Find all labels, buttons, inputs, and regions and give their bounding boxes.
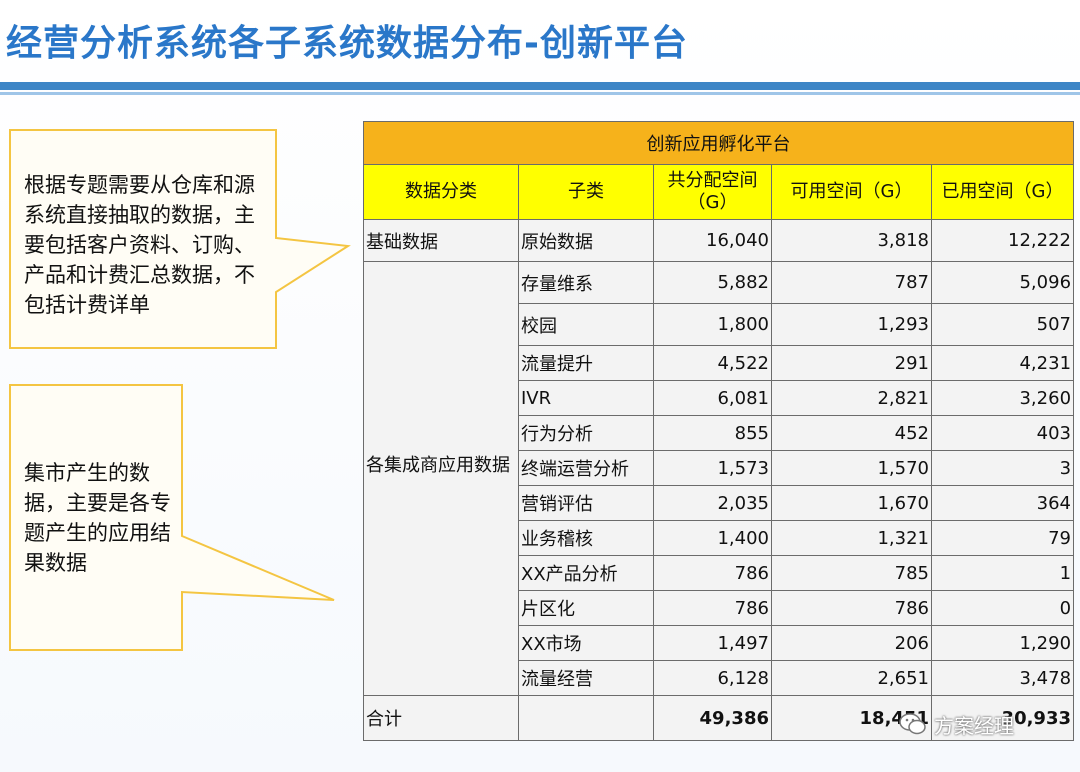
- total-cell: 5,882: [653, 261, 772, 304]
- table-row: 营销评估 2,035 1,670 364: [364, 485, 1075, 521]
- page-title: 经营分析系统各子系统数据分布-创新平台: [6, 23, 688, 64]
- col-header-category: 数据分类: [363, 164, 519, 220]
- callout-top-text: 根据专题需要从仓库和源系统直接抽取的数据，主要包括客户资料、订购、产品和计费汇总…: [24, 173, 255, 317]
- table-row: XX市场 1,497 206 1,290: [364, 625, 1075, 661]
- total-cell: 786: [653, 555, 772, 591]
- table-row: 行为分析 855 452 403: [364, 415, 1075, 451]
- table-row: 流量提升 4,522 291 4,231: [364, 345, 1075, 381]
- col-header-sub: 子类: [518, 164, 654, 220]
- sub-cell: 营销评估: [518, 485, 654, 521]
- table-row: 终端运营分析 1,573 1,570 3: [364, 450, 1075, 486]
- total-cell: 1,400: [653, 520, 772, 556]
- sub-cell: 原始数据: [518, 219, 654, 262]
- used-cell: 1,290: [930, 625, 1075, 661]
- available-cell: 3,818: [771, 219, 932, 262]
- available-cell: 1,293: [771, 303, 932, 346]
- callout-bottom-text: 集市产生的数据，主要是各专题产生的应用结果数据: [24, 461, 171, 575]
- title-rule: [0, 82, 1080, 90]
- table-row: IVR 6,081 2,821 3,260: [364, 380, 1075, 416]
- category-cell: 各集成商应用数据: [363, 261, 519, 696]
- platform-header: 创新应用孵化平台: [362, 121, 1075, 165]
- total-label: 合计: [363, 695, 519, 741]
- used-cell: 5,096: [930, 261, 1075, 304]
- total-row: 合计 49,386 18,451 30,933: [363, 695, 1075, 741]
- sub-cell: 行为分析: [518, 415, 654, 451]
- total-cell: 1,573: [653, 450, 772, 486]
- sub-cell: 校园: [518, 303, 654, 346]
- col-header-total: 共分配空间（G）: [653, 164, 772, 220]
- sub-cell: 流量经营: [518, 660, 654, 696]
- sub-cell: XX市场: [518, 625, 654, 661]
- grand-total-cell: 49,386: [653, 695, 772, 741]
- sub-cell: 片区化: [518, 590, 654, 626]
- available-cell: 2,821: [771, 380, 932, 416]
- used-cell: 12,222: [930, 219, 1075, 262]
- total-cell: 16,040: [653, 219, 772, 262]
- available-cell: 206: [771, 625, 932, 661]
- grand-used-cell: 30,933: [930, 695, 1075, 741]
- total-cell: 4,522: [653, 345, 772, 381]
- total-empty-cell: [518, 695, 654, 741]
- wechat-icon: [899, 713, 926, 735]
- total-cell: 2,035: [653, 485, 772, 521]
- sub-cell: 业务稽核: [518, 520, 654, 556]
- available-cell: 452: [771, 415, 932, 451]
- used-cell: 3: [930, 450, 1075, 486]
- sub-cell: 终端运营分析: [518, 450, 654, 486]
- used-cell: 507: [930, 303, 1075, 346]
- used-cell: 3,478: [930, 660, 1075, 696]
- total-cell: 1,800: [653, 303, 772, 346]
- table-row: 基础数据 原始数据 16,040 3,818 12,222: [363, 219, 1075, 262]
- category-label: 各集成商应用数据: [366, 455, 510, 476]
- watermark: 方案经理: [898, 707, 1014, 741]
- total-cell: 855: [653, 415, 772, 451]
- table-row: 各集成商应用数据 存量维系 5,882 787 5,096: [363, 261, 1075, 696]
- sub-cell: 流量提升: [518, 345, 654, 381]
- total-cell: 786: [653, 590, 772, 626]
- category-cell: 基础数据: [363, 219, 519, 262]
- table-row: 校园 1,800 1,293 507: [364, 303, 1075, 346]
- sub-cell: XX产品分析: [518, 555, 654, 591]
- used-cell: 4,231: [930, 345, 1075, 381]
- available-cell: 291: [771, 345, 932, 381]
- available-cell: 1,570: [771, 450, 932, 486]
- used-cell: 3,260: [930, 380, 1075, 416]
- total-cell: 6,081: [653, 380, 772, 416]
- col-header-available: 可用空间（G）: [771, 164, 932, 220]
- available-cell: 2,651: [771, 660, 932, 696]
- available-cell: 787: [771, 261, 932, 304]
- used-cell: 364: [930, 485, 1075, 521]
- used-cell: 0: [930, 590, 1075, 626]
- sub-cell: 存量维系: [518, 261, 654, 304]
- used-cell: 79: [930, 520, 1075, 556]
- storage-table: 创新应用孵化平台 数据分类 子类 共分配空间（G） 可用空间（G） 已用空间（G…: [362, 121, 1075, 741]
- total-cell: 1,497: [653, 625, 772, 661]
- table-row: XX产品分析 786 785 1: [364, 555, 1075, 591]
- used-cell: 403: [930, 415, 1075, 451]
- used-cell: 1: [930, 555, 1075, 591]
- title-rule-thin: [0, 92, 1080, 95]
- available-cell: 785: [771, 555, 932, 591]
- available-cell: 1,321: [771, 520, 932, 556]
- col-header-used: 已用空间（G）: [930, 164, 1075, 220]
- watermark-text: 方案经理: [934, 713, 1014, 738]
- available-cell: 786: [771, 590, 932, 626]
- total-cell: 6,128: [653, 660, 772, 696]
- sub-cell: IVR: [518, 380, 654, 416]
- title-bar: 经营分析系统各子系统数据分布-创新平台: [0, 0, 1080, 80]
- available-cell: 1,670: [771, 485, 932, 521]
